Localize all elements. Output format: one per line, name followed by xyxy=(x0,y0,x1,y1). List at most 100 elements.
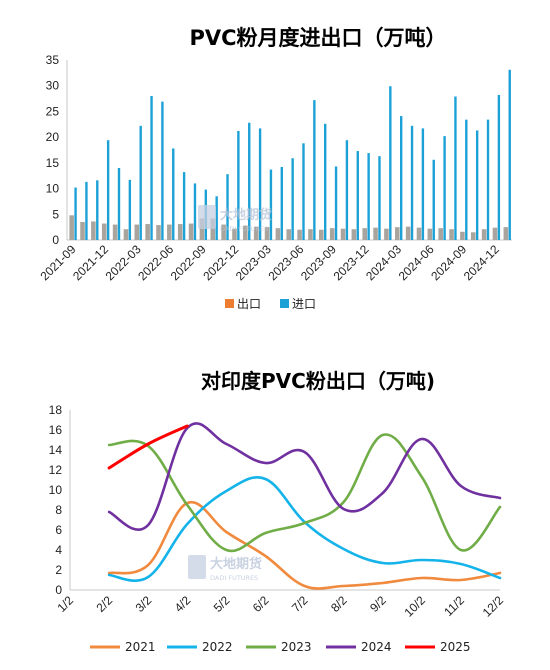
import-bar xyxy=(182,172,186,240)
series-line-2025 xyxy=(107,424,189,470)
import-bar xyxy=(172,148,175,240)
chart1-ytick-label: 5 xyxy=(52,207,59,221)
export-bar xyxy=(373,227,378,240)
chart1-watermark: 大地期货 DADI FUTURES xyxy=(198,205,272,233)
export-bar xyxy=(264,227,270,240)
export-bar xyxy=(329,228,335,240)
chart2-ytick-label: 4 xyxy=(55,543,62,557)
series-line-2021 xyxy=(107,500,502,590)
export-bar xyxy=(449,229,454,240)
chart2-ytick-label: 6 xyxy=(55,523,62,537)
chart2-ytick-label: 12 xyxy=(49,463,63,477)
watermark-en-2: DADI FUTURES xyxy=(210,574,258,582)
import-bar xyxy=(367,153,370,240)
import-bar xyxy=(161,101,164,241)
export-bar xyxy=(101,223,107,240)
export-bar xyxy=(253,226,259,240)
watermark-cn-2: 大地期货 xyxy=(210,556,262,572)
import-bar xyxy=(410,125,414,240)
chart1-ytick-label: 25 xyxy=(46,104,60,118)
chart2-legend: 2021 2022 2023 2024 2025 xyxy=(90,640,471,654)
export-bar xyxy=(362,228,367,240)
import-bar xyxy=(117,168,121,240)
export-bar xyxy=(394,227,400,240)
import-bar xyxy=(291,158,294,240)
import-bar xyxy=(193,183,197,240)
export-bar xyxy=(167,224,172,240)
chart1-title: PVC粉月度进出口（万吨） xyxy=(189,26,446,50)
watermark-logo xyxy=(198,205,216,229)
export-bar xyxy=(243,225,248,240)
import-bar xyxy=(399,116,403,240)
legend-label-2021: 2021 xyxy=(125,640,156,654)
import-bar xyxy=(106,140,110,240)
import-bar xyxy=(497,94,501,240)
import-bar xyxy=(356,151,359,240)
export-bar xyxy=(69,215,74,240)
legend-label-2023: 2023 xyxy=(281,640,312,654)
legend-label-2024: 2024 xyxy=(361,640,392,654)
export-bar xyxy=(308,229,313,240)
chart2-ytick-label: 8 xyxy=(55,503,62,517)
import-bar xyxy=(139,125,142,240)
chart1-ytick-label: 0 xyxy=(52,233,59,247)
legend-label-export: 出口 xyxy=(237,297,261,311)
chart2-ytick-label: 0 xyxy=(55,583,62,597)
series-line-2024 xyxy=(107,422,502,531)
watermark-cn: 大地期货 xyxy=(220,207,272,223)
watermark-en: DADI FUTURES xyxy=(220,225,268,233)
chart2-xtick-label: 10/2 xyxy=(402,593,429,620)
chart1-ytick-label: 20 xyxy=(46,130,60,144)
import-bar xyxy=(475,130,479,240)
import-bar xyxy=(465,119,468,240)
legend-label-2025: 2025 xyxy=(440,640,471,654)
export-bar xyxy=(188,223,194,240)
export-bar xyxy=(481,229,487,240)
import-bar xyxy=(150,96,153,240)
chart1-xtick-label: 2024-12 xyxy=(461,242,502,283)
import-bar xyxy=(313,100,316,240)
import-bar xyxy=(302,143,305,240)
chart2-ytick-label: 2 xyxy=(55,563,62,577)
export-bar xyxy=(297,229,302,240)
export-bar xyxy=(427,228,433,240)
chart2-xtick-label: 12/2 xyxy=(480,593,507,620)
import-bar xyxy=(96,180,99,240)
chart2-xtick-label: 4/2 xyxy=(172,593,194,615)
import-bar xyxy=(421,128,425,240)
chart1-ytick-label: 35 xyxy=(46,53,60,67)
import-bar xyxy=(389,86,392,240)
chart2-ytick-label: 14 xyxy=(49,443,63,457)
export-bar xyxy=(470,232,476,240)
import-bar xyxy=(324,123,327,240)
import-bar xyxy=(128,179,132,240)
export-bar xyxy=(145,224,150,240)
export-bar xyxy=(134,224,140,240)
import-bar xyxy=(432,159,435,240)
export-bar xyxy=(80,222,85,240)
import-bar xyxy=(378,156,381,240)
chart2-title: 对印度PVC粉出口（万吨) xyxy=(201,369,435,393)
export-bar xyxy=(123,229,129,240)
export-bar xyxy=(340,228,346,240)
export-bar xyxy=(199,218,205,240)
export-bar xyxy=(384,228,389,240)
chart2-xtick-label: 11/2 xyxy=(441,593,467,619)
export-bar xyxy=(286,229,292,240)
import-bar xyxy=(280,166,283,240)
legend-label-2022: 2022 xyxy=(202,640,233,654)
chart2-ytick-label: 18 xyxy=(49,403,63,417)
chart1-ytick-label: 10 xyxy=(46,182,60,196)
import-bar xyxy=(226,174,229,240)
chart1-ytick-label: 30 xyxy=(46,79,60,93)
chart2-xtick-label: 9/2 xyxy=(367,593,389,615)
chart2-watermark: 大地期货 DADI FUTURES xyxy=(188,555,262,582)
chart2-xtick-label: 5/2 xyxy=(211,593,233,615)
export-bar xyxy=(319,229,324,240)
chart2-xtick-label: 8/2 xyxy=(328,593,350,615)
import-bar xyxy=(248,122,251,240)
chart1-ytick-label: 15 xyxy=(46,156,60,170)
chart2-xtick-label: 2/2 xyxy=(94,593,116,615)
